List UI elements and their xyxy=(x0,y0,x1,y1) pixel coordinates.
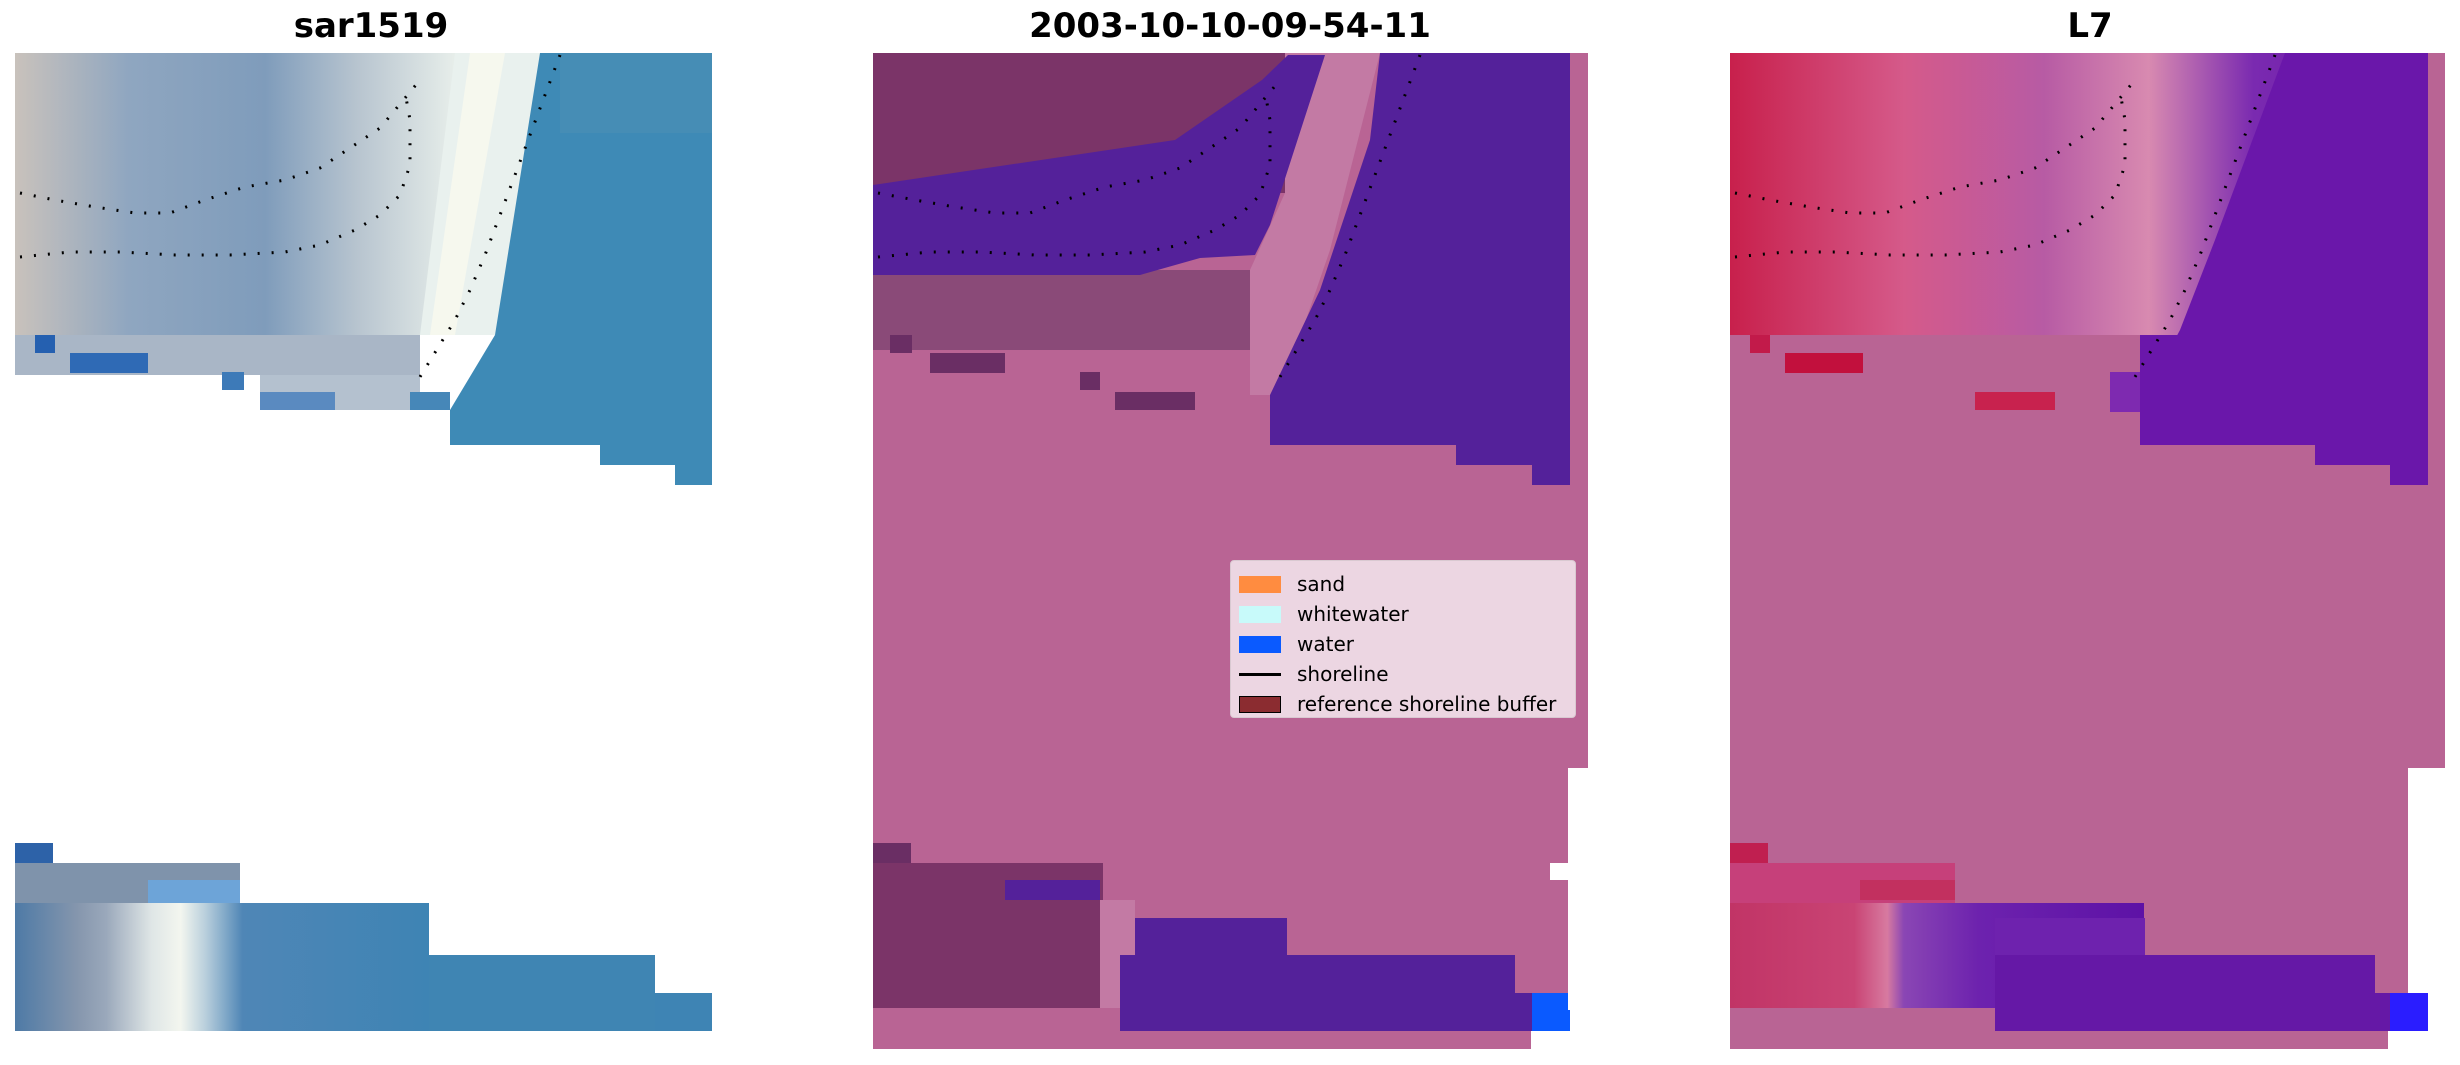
panel-title-ndwi: L7 xyxy=(2067,6,2113,46)
legend-label: water xyxy=(1297,632,1354,656)
legend-label: shoreline xyxy=(1297,662,1389,686)
legend-item-water: water xyxy=(1239,629,1575,659)
water-swatch xyxy=(1239,635,1281,653)
reference-buffer-swatch xyxy=(1239,695,1281,713)
legend-item-sand: sand xyxy=(1239,569,1575,599)
legend-label: reference shoreline buffer xyxy=(1297,692,1557,716)
legend-label: sand xyxy=(1297,572,1346,596)
legend: sand whitewater water shoreline referenc… xyxy=(1230,560,1576,718)
legend-item-reference-buffer: reference shoreline buffer xyxy=(1239,689,1575,719)
legend-item-shoreline: shoreline xyxy=(1239,659,1575,689)
classified-image-panel xyxy=(873,53,1588,1049)
whitewater-swatch xyxy=(1239,605,1281,623)
legend-label: whitewater xyxy=(1297,602,1409,626)
l7-index-panel xyxy=(1730,53,2445,1049)
panel-title-classified: 2003-10-10-09-54-11 xyxy=(1029,6,1431,46)
rgb-image-panel xyxy=(15,53,712,1031)
shoreline-line-icon xyxy=(1239,672,1281,676)
panel-title-rgb: sar1519 xyxy=(293,6,449,46)
legend-item-whitewater: whitewater xyxy=(1239,599,1575,629)
sand-swatch xyxy=(1239,575,1281,593)
